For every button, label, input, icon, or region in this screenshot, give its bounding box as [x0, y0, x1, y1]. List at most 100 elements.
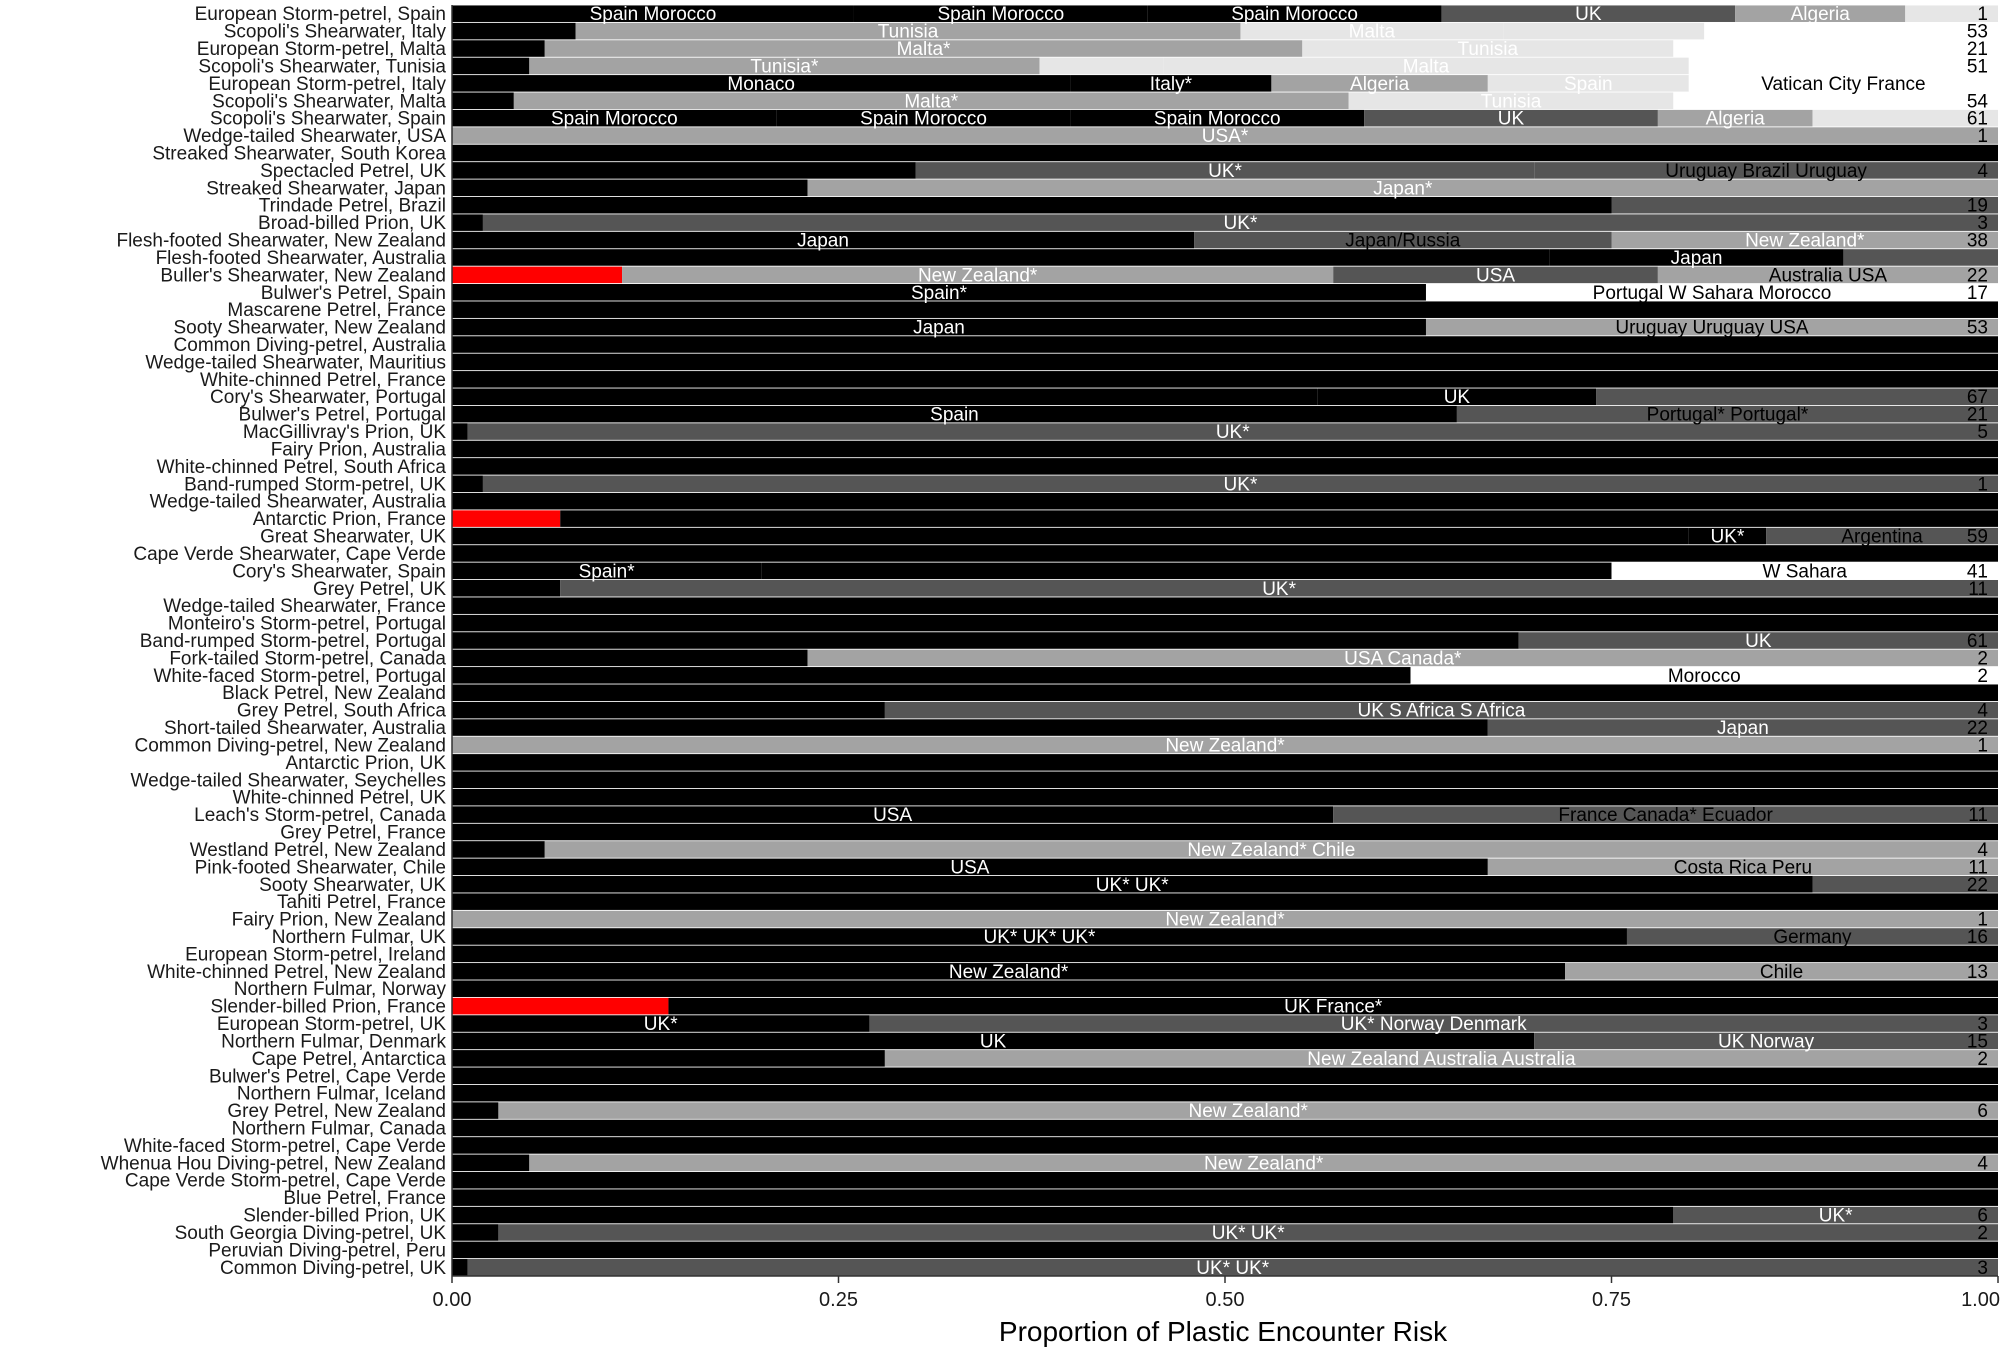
bar-segment [452, 1050, 885, 1067]
bar-segment [1843, 249, 1998, 266]
segment-label: Germany [1773, 927, 1852, 948]
bar-segment [452, 1015, 870, 1032]
count-label: 5 [1977, 422, 1988, 443]
bar-segment [452, 1084, 1998, 1102]
segment-label: Malta* [897, 39, 951, 60]
row-label: European Storm-petrel, Malta [197, 39, 447, 60]
bar-segment [452, 162, 916, 179]
segment-label: Tunisia [1458, 39, 1519, 60]
bar-segment [452, 92, 514, 110]
row-label: Bulwer's Petrel, Cape Verde [209, 1066, 446, 1087]
bar-segment [452, 963, 1566, 980]
segment-label: UK* UK* [1196, 1258, 1269, 1279]
count-label: 3 [1977, 1014, 1988, 1035]
segment-label: New Zealand* [1189, 1101, 1309, 1122]
segment-label: UK* UK* [1212, 1223, 1285, 1244]
segment-label: Italy* [1150, 74, 1193, 95]
segment-label: Japan [1717, 718, 1769, 739]
segment-label: UK* [1224, 213, 1258, 234]
segment-label: New Zealand* [1165, 910, 1285, 931]
bar-segment [1812, 109, 1998, 127]
x-tick-label: 1.00 [1961, 1289, 2000, 1311]
bar-segment [1456, 405, 1998, 423]
count-label: 21 [1967, 405, 1988, 426]
count-label: 67 [1967, 387, 1988, 408]
bar-segment [452, 562, 762, 580]
row-label: Streaked Shearwater, Japan [206, 178, 446, 199]
row-label: European Storm-petrel, Spain [195, 4, 446, 25]
count-label: 15 [1967, 1031, 1988, 1052]
bar-segment [452, 353, 1998, 371]
bar-segment [1333, 806, 1998, 823]
row-label: Common Diving-petrel, UK [220, 1258, 446, 1279]
segment-label: Tunisia [1481, 91, 1542, 112]
segment-label: UK* UK* UK* [984, 927, 1097, 948]
bar-segment [452, 980, 1998, 997]
count-label: 59 [1967, 527, 1988, 548]
segment-label: UK* Norway Denmark [1341, 1014, 1527, 1035]
x-axis: 0.00 0.25 0.50 0.75 1.00 [433, 5, 2000, 1311]
count-labels-layer: 1532151546114193382217536721515941116122… [1967, 4, 1989, 1279]
row-label: Black Petrel, New Zealand [222, 683, 446, 704]
count-label: 22 [1967, 718, 1988, 739]
segment-label: Monaco [727, 74, 795, 95]
segment-label: UK S Africa S Africa [1357, 701, 1525, 722]
row-label: Westland Petrel, New Zealand [190, 840, 446, 861]
bar-segment [452, 754, 1998, 771]
bar-segment [915, 162, 1535, 179]
bar-segment [467, 423, 1999, 440]
segment-label: Malta [1403, 56, 1450, 77]
bar-segment [452, 719, 1488, 736]
bar-segment [452, 5, 854, 22]
row-label: Trindade Petrel, Brazil [259, 196, 446, 217]
bar-segment [452, 823, 1998, 841]
segment-label: Spain Morocco [1154, 109, 1281, 130]
segment-label: Malta [1349, 22, 1396, 43]
segment-label: Costa Rica Peru [1674, 857, 1812, 878]
row-label: Antarctic Prion, UK [286, 753, 447, 774]
count-label: 1 [1977, 474, 1988, 495]
bar-segment [452, 858, 1488, 876]
row-label: Streaked Shearwater, South Korea [152, 143, 446, 164]
bar-segment [807, 179, 1998, 197]
count-label: 2 [1977, 1223, 1988, 1244]
row-label: Band-rumped Storm-petrel, Portugal [140, 631, 446, 652]
segment-label: UK* [644, 1014, 678, 1035]
row-label: Northern Fulmar, UK [272, 927, 447, 948]
segment-label: USA [873, 805, 912, 826]
bar-segment [452, 910, 1998, 928]
segment-label: Italy Libya [1793, 39, 1879, 60]
segment-label: UK France* [1284, 997, 1383, 1018]
bar-segment [452, 928, 1627, 945]
segment-label: Chile [1760, 962, 1803, 983]
bar-segment [452, 649, 808, 667]
segment-label: UK [1575, 4, 1602, 25]
row-label: White-faced Storm-petrel, Cape Verde [124, 1136, 446, 1157]
bar-segment [452, 1171, 1998, 1189]
segment-label: New Zealand* [918, 265, 1038, 286]
count-label: 4 [1977, 161, 1988, 182]
segment-label: UK [980, 1031, 1007, 1052]
count-label: 53 [1967, 22, 1988, 43]
row-label: Leach's Storm-petrel, Canada [194, 805, 446, 826]
row-label: Scopoli's Shearwater, Malta [212, 91, 446, 112]
bar-segment [452, 1032, 1535, 1050]
bar-segment [452, 632, 1519, 649]
bar-segment [1534, 162, 1998, 179]
bar-segment [1039, 57, 1164, 75]
segment-label: Spain [930, 405, 979, 426]
count-label: 22 [1967, 875, 1988, 896]
bar-segment [452, 597, 1998, 614]
bar-segment [452, 1259, 468, 1276]
count-label: 1 [1977, 910, 1988, 931]
x-tick-label: 0.50 [1206, 1289, 1245, 1311]
count-label: 1 [1977, 4, 1988, 25]
bar-segment [560, 510, 1998, 527]
bar-segment [1487, 719, 1998, 736]
bar-segment [807, 649, 1998, 667]
bar-segment [452, 492, 1998, 510]
segment-label: Japan [913, 318, 965, 339]
count-label: 54 [1967, 91, 1989, 112]
bar-segment [452, 527, 1689, 545]
bar-segment [1704, 22, 1998, 40]
